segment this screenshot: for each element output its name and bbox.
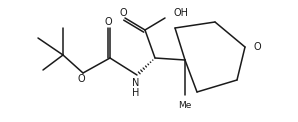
Text: O: O [253,42,261,52]
Text: O: O [119,8,127,18]
Text: Me: Me [178,101,192,110]
Text: N: N [132,78,139,88]
Text: O: O [77,74,85,84]
Text: O: O [104,17,112,27]
Text: OH: OH [173,8,188,18]
Text: H: H [132,88,139,98]
